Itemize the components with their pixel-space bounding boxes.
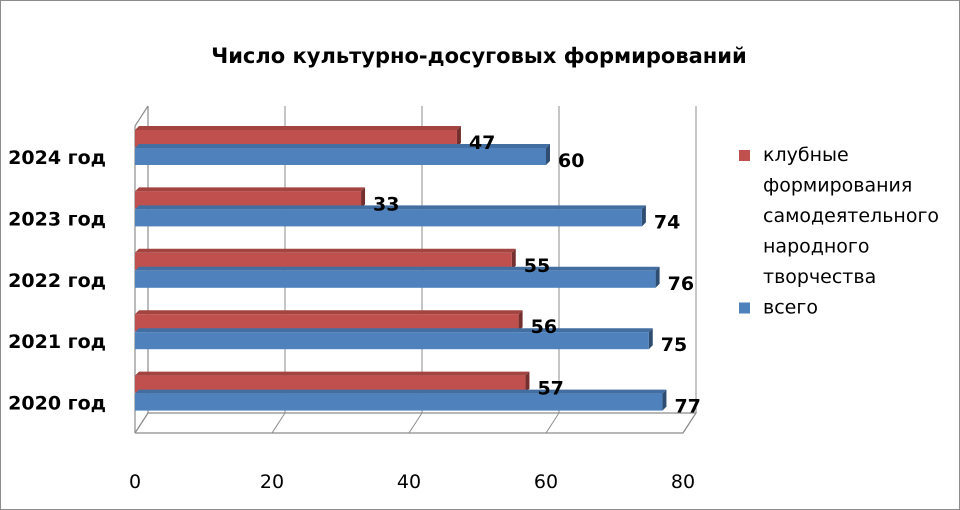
legend-entry-line: формирования <box>763 175 912 197</box>
bar <box>135 248 516 270</box>
bar-top-face <box>135 144 550 148</box>
bar-front-face <box>135 314 519 332</box>
data-label: 77 <box>674 396 700 418</box>
legend-entry-line: народного <box>763 236 870 258</box>
bar-front-face <box>135 209 642 227</box>
bar-side-face <box>361 187 366 209</box>
bar <box>135 187 366 209</box>
data-label: 76 <box>668 273 694 295</box>
bar <box>135 310 523 332</box>
x-tick-label: 80 <box>671 471 695 493</box>
bar-top-face <box>135 371 530 376</box>
legend-swatch <box>739 150 750 161</box>
x-tick-label: 60 <box>534 471 558 493</box>
bar <box>135 266 660 288</box>
data-label: 75 <box>661 334 687 356</box>
data-label: 74 <box>654 211 680 233</box>
x-tick-label: 0 <box>129 471 141 493</box>
data-label: 55 <box>524 255 550 277</box>
bar-side-face <box>655 266 660 288</box>
bars <box>135 126 667 411</box>
category-label: 2020 год <box>8 393 106 415</box>
bar-front-face <box>135 393 663 411</box>
bar-side-face <box>518 310 523 332</box>
bar-top-face <box>135 187 366 192</box>
legend: клубные формирования самодеятельного народн… <box>739 144 939 319</box>
x-tick-label: 40 <box>397 471 421 493</box>
bar-top-face <box>135 310 523 315</box>
data-labels: 47 60 33 74 55 76 56 75 57 77 <box>373 132 701 418</box>
bar-side-face <box>648 328 653 350</box>
bar-front-face <box>135 375 526 393</box>
bar-top-face <box>135 328 653 333</box>
floor-tick <box>408 412 423 434</box>
bar <box>135 389 667 411</box>
data-label: 56 <box>531 316 557 338</box>
bar-top-face <box>135 205 646 210</box>
bar <box>135 126 461 147</box>
bar-side-face <box>525 371 530 393</box>
legend-swatch <box>739 302 750 314</box>
data-label: 60 <box>558 150 584 172</box>
bar <box>135 328 653 350</box>
legend-entry-line: самодеятельного <box>763 205 939 227</box>
floor-tick <box>134 412 149 434</box>
bar-side-face <box>546 144 550 165</box>
bar <box>135 205 646 227</box>
floor-tick <box>271 412 286 434</box>
floor-tick <box>545 412 560 434</box>
bar-side-face <box>662 389 667 411</box>
bar-top-face <box>135 126 461 130</box>
bar-side-face <box>641 205 646 227</box>
tick-labels: 0 20 40 60 80 <box>129 471 695 493</box>
bar-front-face <box>135 191 362 209</box>
x-tick-label: 20 <box>260 471 284 493</box>
legend-entry-line: творчества <box>763 266 876 288</box>
category-label: 2021 год <box>8 331 106 353</box>
bar-top-face <box>135 248 516 253</box>
bar-front-face <box>135 130 457 147</box>
data-label: 47 <box>469 132 495 154</box>
bar <box>135 371 530 393</box>
category-label: 2024 год <box>8 147 106 169</box>
bar-front-face <box>135 252 512 270</box>
legend-entry-line: клубные <box>763 144 849 166</box>
bar-top-face <box>135 266 660 271</box>
category-labels: 2024 год 2023 год 2022 год 2021 год 2020 год <box>8 147 106 415</box>
category-label: 2023 год <box>8 208 106 230</box>
bar-top-face <box>135 389 667 394</box>
bar-front-face <box>135 270 656 288</box>
bar-side-face <box>456 126 461 147</box>
bar-front-face <box>135 148 546 165</box>
data-label: 57 <box>537 378 563 400</box>
bar-side-face <box>511 248 516 270</box>
data-label: 33 <box>373 193 399 215</box>
category-label: 2022 год <box>8 270 106 292</box>
legend-entry-line: всего <box>763 297 818 319</box>
chart-title: Число культурно-досуговых формирований <box>211 44 747 68</box>
bar <box>135 144 550 165</box>
floor-tick <box>682 412 697 434</box>
bar-front-face <box>135 332 649 350</box>
